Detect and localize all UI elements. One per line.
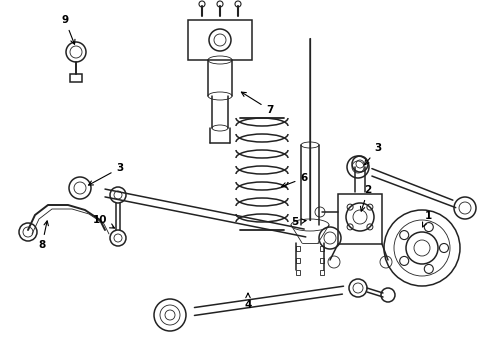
Text: 6: 6 [282,173,308,187]
Bar [320,258,324,263]
Bar [70,74,82,82]
Text: 5: 5 [292,217,306,227]
Bar [296,246,300,251]
Text: 3: 3 [365,143,382,165]
Bar [320,270,324,275]
Text: 8: 8 [38,221,49,250]
Text: 7: 7 [242,92,274,115]
Bar [338,194,382,244]
Text: 9: 9 [61,15,75,44]
Text: 10: 10 [93,215,115,228]
Text: 3: 3 [89,163,123,185]
Bar [320,246,324,251]
Text: 1: 1 [422,211,432,227]
Bar [296,258,300,263]
Bar [188,20,252,60]
Text: 4: 4 [245,293,252,310]
Text: 2: 2 [361,185,371,211]
Bar [296,270,300,275]
